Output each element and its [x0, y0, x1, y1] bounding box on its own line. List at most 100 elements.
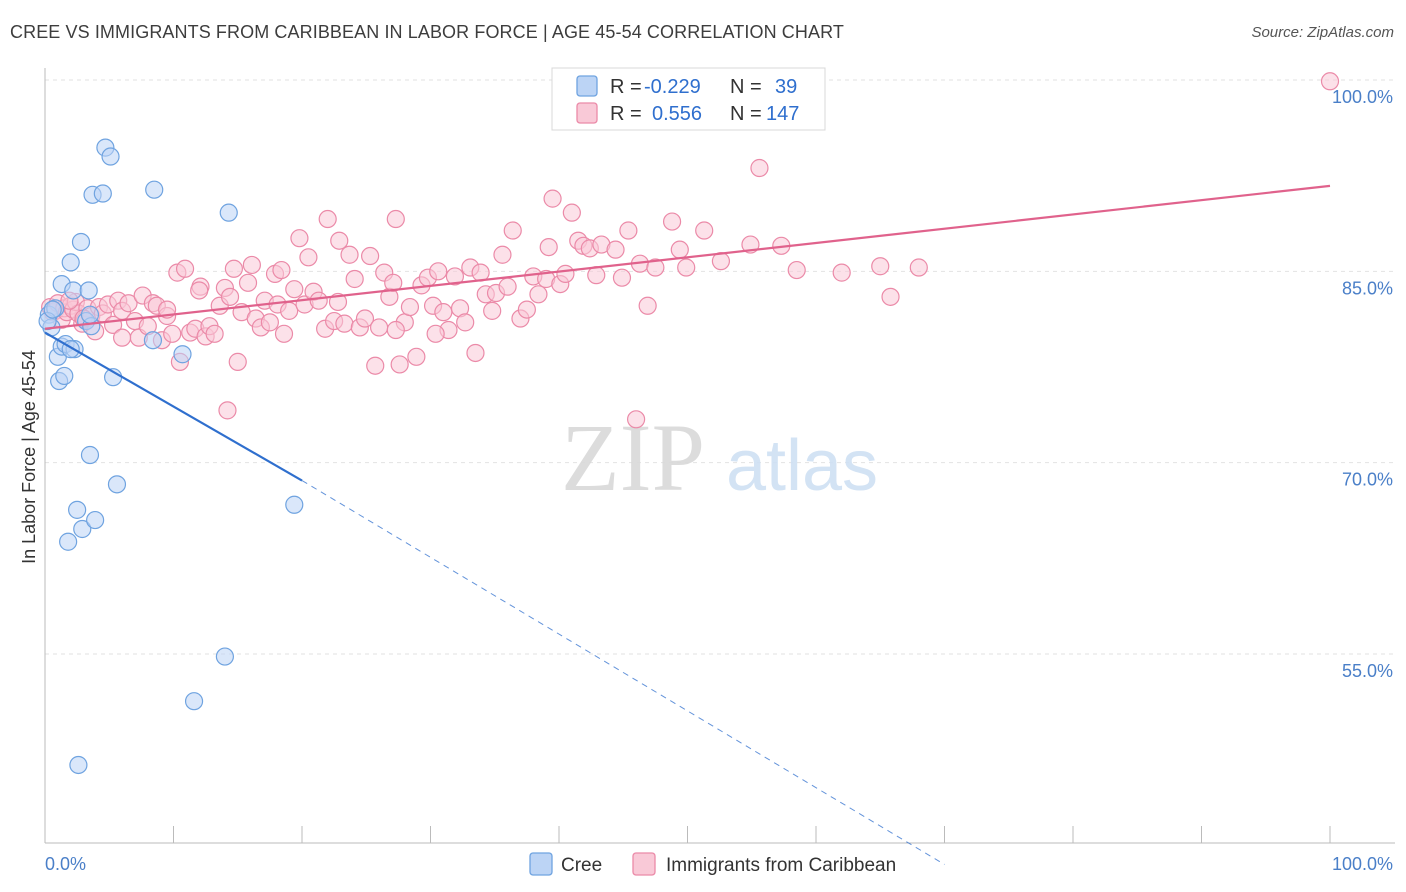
caribbean-point [606, 240, 625, 259]
trend-lines [44, 184, 1331, 865]
caribbean-point [498, 277, 517, 296]
bottom-legend-cree-label: Cree [561, 855, 602, 876]
caribbean-point [355, 309, 375, 328]
caribbean-point [517, 300, 536, 319]
caribbean-point [260, 313, 279, 332]
cree-point [93, 184, 112, 203]
cree-point [68, 500, 87, 519]
caribbean-trend-line [44, 184, 1331, 330]
caribbean-point [646, 258, 665, 277]
caribbean-point [407, 347, 426, 366]
caribbean-point [445, 267, 465, 286]
cree-point [59, 532, 78, 551]
caribbean-point [361, 246, 380, 266]
caribbean-point [429, 262, 448, 281]
caribbean-point [272, 260, 291, 280]
caribbean-point [340, 245, 359, 264]
legend-caribbean-r-value: 0.556 [652, 103, 702, 125]
caribbean-point [466, 343, 485, 363]
caribbean-point [190, 281, 209, 300]
legend-cree-n-value: 39 [775, 76, 797, 98]
caribbean-point [224, 259, 243, 278]
stats-legend: R = -0.229 N = 39 R = 0.556 N = 147 [551, 67, 826, 131]
legend-cree-n-label: N = [730, 76, 762, 98]
caribbean-point [539, 237, 558, 257]
series-cree-points [38, 138, 304, 775]
cree-point [73, 519, 92, 539]
caribbean-point [285, 280, 304, 299]
cree-point [69, 755, 88, 775]
caribbean-point [483, 301, 502, 320]
cree-point [61, 253, 80, 272]
caribbean-point [242, 255, 261, 275]
legend-caribbean-swatch [576, 102, 598, 124]
cree-point [184, 692, 204, 711]
cree-point [215, 647, 234, 666]
caribbean-point [871, 257, 890, 276]
caribbean-point [112, 328, 132, 347]
caribbean-point [503, 221, 522, 240]
cree-point [86, 510, 105, 530]
caribbean-point [386, 320, 405, 340]
cree-point [285, 495, 304, 514]
caribbean-point [218, 401, 237, 420]
caribbean-point [562, 203, 581, 222]
caribbean-point [677, 258, 696, 277]
cree-point [143, 331, 163, 350]
caribbean-point [400, 297, 420, 317]
caribbean-point [619, 221, 638, 240]
watermark: ZIP atlas [561, 404, 878, 511]
caribbean-point [274, 324, 294, 343]
caribbean-point [881, 287, 900, 306]
caribbean-point [556, 264, 575, 283]
caribbean-point [366, 356, 385, 375]
caribbean-point [370, 318, 389, 337]
series-legend: Cree Immigrants from Caribbean [529, 852, 896, 876]
tick-labels: 100.0% 85.0% 70.0% 55.0% 0.0% 100.0% [45, 87, 1393, 874]
legend-caribbean-r-label: R = [610, 103, 642, 125]
x-tick-label-left: 0.0% [45, 854, 86, 874]
cree-point [145, 180, 164, 199]
gridlines [45, 79, 1395, 655]
watermark-atlas: atlas [726, 426, 878, 506]
y-axis-label: In Labor Force | Age 45-54 [19, 350, 39, 564]
caribbean-point [345, 269, 364, 289]
caribbean-point [695, 221, 714, 240]
chart-title: CREE VS IMMIGRANTS FROM CARIBBEAN IN LAB… [10, 22, 844, 42]
y-tick-label: 55.0% [1342, 661, 1393, 681]
legend-cree-r-label: R = [610, 76, 642, 98]
caribbean-point [290, 229, 309, 248]
cree-trend-line [44, 331, 303, 482]
caribbean-point [299, 248, 318, 267]
caribbean-point [280, 301, 299, 320]
cree-point [80, 445, 100, 465]
cree-trend-extension [301, 480, 945, 865]
caribbean-point [220, 287, 240, 306]
caribbean-point [335, 314, 354, 333]
legend-caribbean-n-value: 147 [766, 103, 799, 125]
x-tick-label-right: 100.0% [1332, 854, 1393, 874]
caribbean-point [205, 324, 224, 343]
cree-point [71, 232, 91, 252]
axes [44, 68, 1395, 844]
cree-point [80, 305, 100, 324]
y-tick-label: 70.0% [1342, 470, 1393, 490]
caribbean-point [638, 296, 657, 315]
y-tick-label: 100.0% [1332, 87, 1393, 107]
caribbean-point [119, 294, 138, 313]
cree-point [79, 281, 98, 300]
caribbean-point [330, 231, 349, 250]
caribbean-point [175, 259, 195, 278]
legend-cree-r-value: -0.229 [644, 76, 701, 98]
cree-point [101, 147, 120, 166]
caribbean-point [670, 240, 689, 259]
caribbean-point [456, 313, 475, 332]
caribbean-point [750, 158, 769, 178]
caribbean-point [318, 209, 337, 229]
legend-caribbean-n-label: N = [730, 103, 762, 125]
caribbean-point [390, 355, 409, 374]
caribbean-point [493, 245, 512, 264]
caribbean-point [626, 410, 646, 429]
bottom-legend-caribbean-swatch [632, 852, 656, 876]
caribbean-point [434, 303, 453, 322]
